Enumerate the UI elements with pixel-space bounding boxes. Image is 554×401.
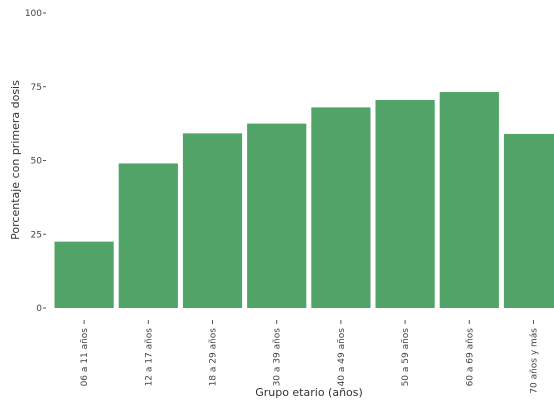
x-tick-label-4: 30 a 39 años bbox=[273, 328, 283, 387]
bar-2 bbox=[118, 163, 178, 308]
y-tick-label-0: 0 bbox=[36, 304, 42, 314]
x-tick-label-1: 06 a 11 años bbox=[80, 328, 90, 387]
x-tick-label-5: 40 a 49 años bbox=[337, 328, 347, 387]
y-tick-label-50: 50 bbox=[31, 157, 43, 167]
x-tick-label-6: 50 a 59 años bbox=[401, 328, 411, 387]
y-tick-label-100: 100 bbox=[25, 9, 42, 19]
bar-6 bbox=[375, 100, 435, 309]
x-axis-title: Grupo etario (años) bbox=[255, 386, 363, 399]
bars-group bbox=[54, 92, 554, 309]
x-tick-label-3: 18 a 29 años bbox=[209, 328, 219, 387]
y-tick-label-75: 75 bbox=[31, 83, 42, 93]
bar-8 bbox=[503, 133, 554, 308]
bar-5 bbox=[311, 107, 371, 309]
x-tick-label-7: 60 a 69 años bbox=[465, 328, 475, 387]
bar-4 bbox=[247, 123, 307, 308]
y-axis-title: Porcentaje con primera dosis bbox=[9, 80, 22, 240]
bar-1 bbox=[54, 241, 114, 308]
y-tick-label-25: 25 bbox=[31, 230, 42, 240]
x-tick-label-2: 12 a 17 años bbox=[144, 328, 154, 387]
x-axis: 06 a 11 años 12 a 17 años 18 a 29 años 30 a… bbox=[80, 320, 540, 394]
x-tick-label-8: 70 años y más bbox=[530, 328, 540, 394]
y-axis: 0 25 50 75 100 bbox=[25, 9, 46, 314]
bar-3 bbox=[182, 133, 243, 308]
bar-7 bbox=[439, 92, 499, 308]
